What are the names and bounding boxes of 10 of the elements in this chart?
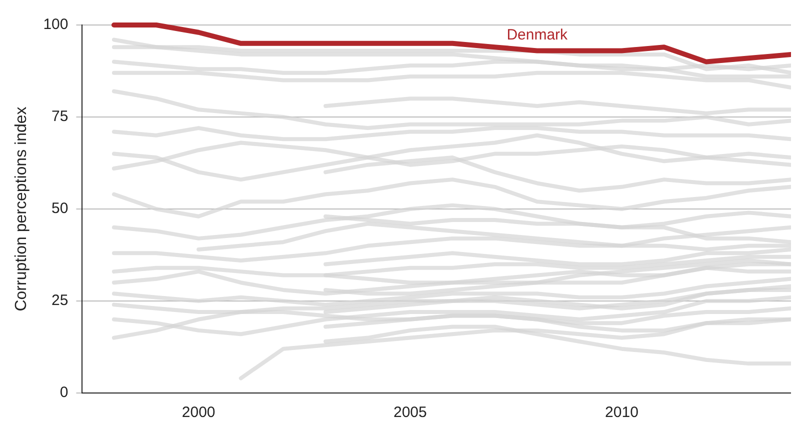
y-axis-title: Corruption perceptions index (13, 106, 30, 312)
y-tick-label: 0 (60, 384, 68, 402)
y-tick-label: 25 (52, 292, 68, 310)
y-tick-label: 50 (52, 200, 68, 218)
y-tick-label: 100 (43, 16, 68, 34)
y-tick-label: 75 (52, 108, 68, 126)
x-tick-label: 2000 (182, 404, 216, 422)
series-label: Denmark (506, 26, 568, 44)
x-tick-label: 2005 (393, 404, 427, 422)
x-tick-label: 2010 (605, 404, 638, 422)
